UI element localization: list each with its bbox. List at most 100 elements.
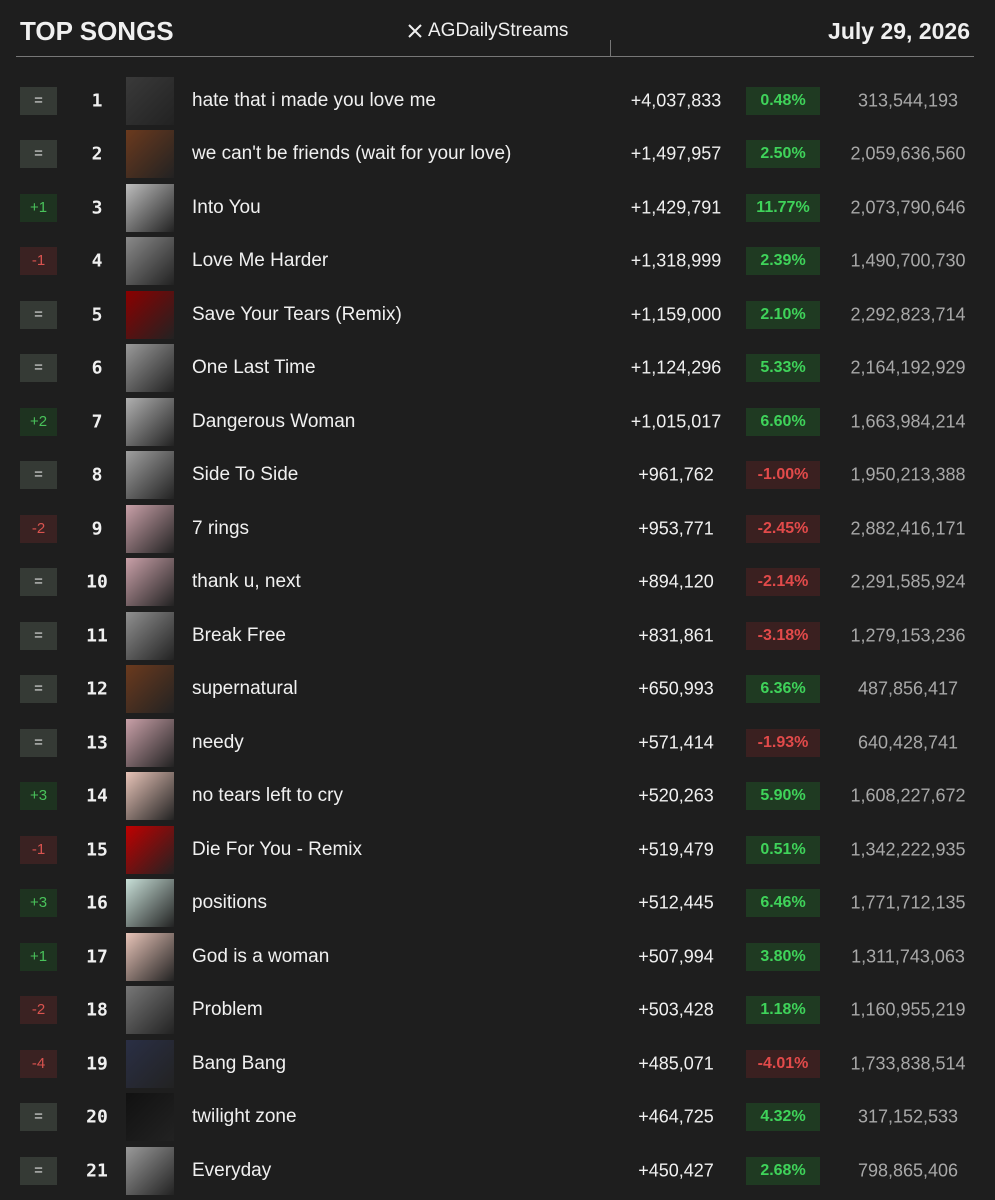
daily-streams: +464,725 (638, 1106, 714, 1127)
song-title: Problem (192, 999, 263, 1020)
rank: 21 (86, 1160, 108, 1181)
song-title: twilight zone (192, 1106, 297, 1127)
total-streams: 2,164,192,929 (850, 357, 966, 378)
daily-streams: +1,159,000 (630, 304, 722, 324)
rank: 19 (86, 1053, 108, 1074)
change-badge: -4 (20, 1049, 57, 1078)
rank: 6 (91, 357, 103, 379)
percent-change: 5.90% (746, 782, 820, 810)
daily-streams: +507,994 (638, 946, 714, 966)
album-art (126, 397, 174, 446)
divider (610, 40, 611, 57)
song-title: we can't be friends (wait for your love) (192, 143, 512, 164)
change-badge: -1 (20, 835, 57, 864)
x-logo (408, 24, 422, 38)
song-title: Into You (192, 196, 261, 218)
table-row: = 21 Everyday +450,427 2.68% 798,865,406 (0, 1144, 995, 1197)
table-row: -4 19 Bang Bang +485,071 -4.01% 1,733,838,514 (0, 1037, 995, 1090)
table-row: = 10 thank u, next +894,120 -2.14% 2,291,585,… (0, 556, 995, 609)
percent-change: 0.48% (746, 86, 820, 115)
daily-streams: +571,414 (638, 732, 714, 752)
title: TOP SONGS (20, 16, 174, 46)
album-art (126, 772, 174, 820)
change-badge: = (20, 461, 57, 489)
album-art (126, 76, 174, 125)
daily-streams: +520,263 (638, 785, 714, 806)
change-badge: = (20, 354, 57, 382)
album-art (126, 451, 174, 499)
album-art (126, 986, 174, 1034)
percent-change: 5.33% (746, 354, 820, 382)
rank: 3 (91, 197, 103, 218)
percent-change: -4.01% (746, 1049, 820, 1078)
daily-streams: +1,497,957 (630, 143, 722, 164)
album-art (126, 879, 174, 927)
percent-change: 2.68% (746, 1156, 820, 1185)
daily-streams: +4,037,833 (630, 90, 722, 110)
song-title: Dangerous Woman (192, 410, 356, 432)
daily-streams: +1,124,296 (630, 357, 722, 378)
change-badge: = (20, 675, 57, 703)
daily-streams: +1,318,999 (630, 250, 722, 271)
table-row: +3 16 positions +512,445 6.46% 1,771,712,135 (0, 877, 995, 930)
total-streams: 1,608,227,672 (850, 785, 966, 806)
album-art (126, 237, 174, 285)
total-streams: 1,950,213,388 (850, 464, 966, 485)
album-art (126, 718, 174, 767)
album-art (126, 558, 174, 606)
daily-streams: +831,861 (638, 625, 714, 645)
table-row: -1 4 Love Me Harder +1,318,999 2.39% 1,490,70… (0, 235, 995, 288)
rank: 11 (86, 625, 108, 646)
total-streams: 2,059,636,560 (850, 143, 966, 164)
rank: 20 (86, 1106, 108, 1128)
album-art (126, 665, 174, 713)
song-title: no tears left to cry (192, 785, 344, 806)
rank: 10 (86, 571, 108, 593)
percent-change: -2.14% (746, 568, 820, 596)
rank: 5 (91, 304, 103, 325)
daily-streams: +450,427 (638, 1160, 714, 1180)
change-badge: = (20, 1156, 57, 1185)
rank: 17 (86, 946, 108, 967)
date: July 29, 2026 (828, 18, 970, 44)
album-art (126, 611, 174, 660)
rank: 14 (86, 785, 108, 807)
percent-change: 2.10% (746, 300, 820, 329)
rank: 2 (91, 143, 103, 165)
handle: AGDailyStreams (408, 20, 568, 42)
song-title: Side To Side (192, 464, 299, 485)
rank: 1 (91, 90, 103, 111)
rank: 7 (91, 411, 103, 432)
change-badge: = (20, 621, 57, 650)
percent-change: -3.18% (746, 621, 820, 650)
table-row: -1 15 Die For You - Remix +519,479 0.51% 1,34… (0, 823, 995, 876)
change-badge: = (20, 568, 57, 596)
table-row: = 12 supernatural +650,993 6.36% 487,856,417 (0, 663, 995, 716)
percent-change: 6.60% (746, 407, 820, 436)
change-badge: = (20, 86, 57, 115)
album-art (126, 932, 174, 981)
table-row: = 11 Break Free +831,861 -3.18% 1,279,153,236 (0, 609, 995, 662)
handle-text: AGDailyStreams (428, 20, 569, 41)
total-streams: 1,342,222,935 (850, 839, 966, 859)
total-streams: 487,856,417 (857, 678, 959, 699)
rank: 4 (91, 250, 103, 272)
percent-change: 1.18% (746, 996, 820, 1024)
album-art (126, 1039, 174, 1088)
total-streams: 1,311,743,063 (851, 946, 965, 966)
rank: 15 (86, 839, 108, 860)
change-badge: = (20, 300, 57, 329)
total-streams: 798,865,406 (857, 1160, 959, 1180)
total-streams: 313,544,193 (857, 90, 959, 110)
album-art (126, 183, 174, 232)
table-row: +1 3 Into You +1,429,791 11.77% 2,073,790,646 (0, 181, 995, 234)
percent-change: 11.77% (746, 193, 820, 222)
percent-change: 0.51% (746, 835, 820, 864)
song-title: God is a woman (192, 945, 330, 967)
song-title: Save Your Tears (Remix) (192, 303, 402, 325)
total-streams: 640,428,741 (857, 732, 959, 752)
percent-change: 6.46% (746, 889, 820, 917)
song-title: supernatural (192, 678, 298, 699)
table-row: = 13 needy +571,414 -1.93% 640,428,741 (0, 716, 995, 769)
rank: 18 (86, 999, 108, 1021)
